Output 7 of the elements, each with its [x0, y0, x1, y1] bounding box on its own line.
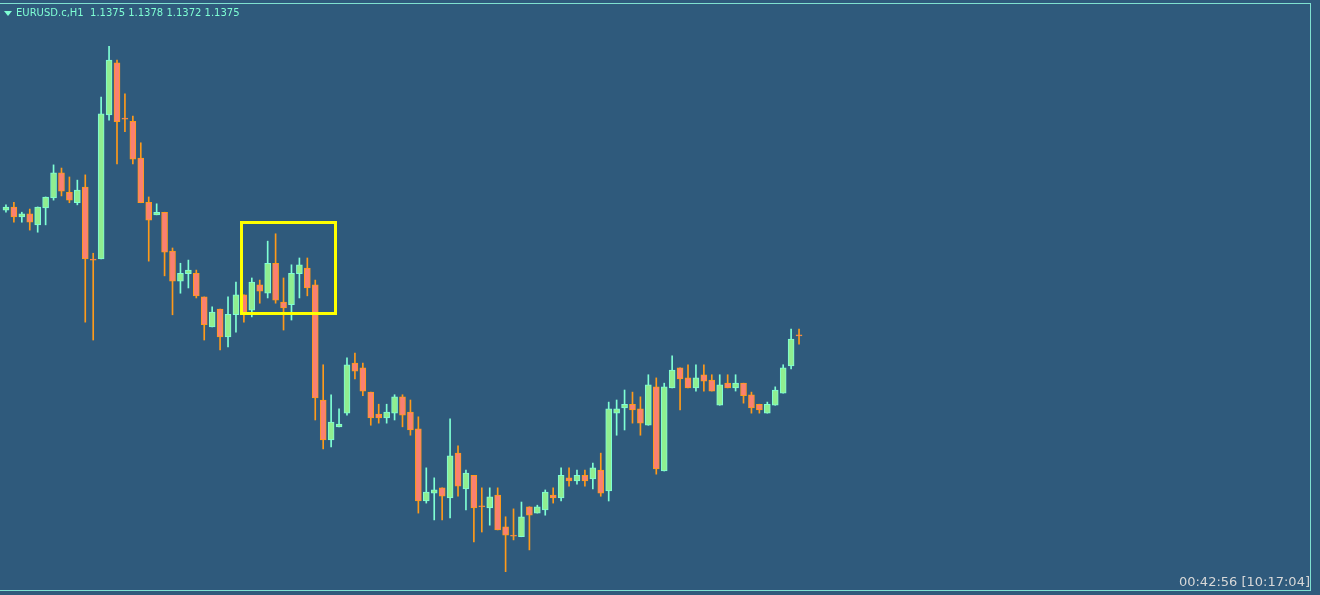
text: 00:42:56 [10:17:04]	[1178, 574, 1310, 589]
candlestick	[89, 252, 97, 341]
candlestick	[121, 93, 129, 133]
candlestick	[375, 403, 383, 424]
candlestick	[478, 487, 486, 533]
candlestick	[795, 328, 803, 345]
chart-title: EURUSD.c,H1 1.1375 1.1378 1.1372 1.1375	[16, 7, 240, 18]
